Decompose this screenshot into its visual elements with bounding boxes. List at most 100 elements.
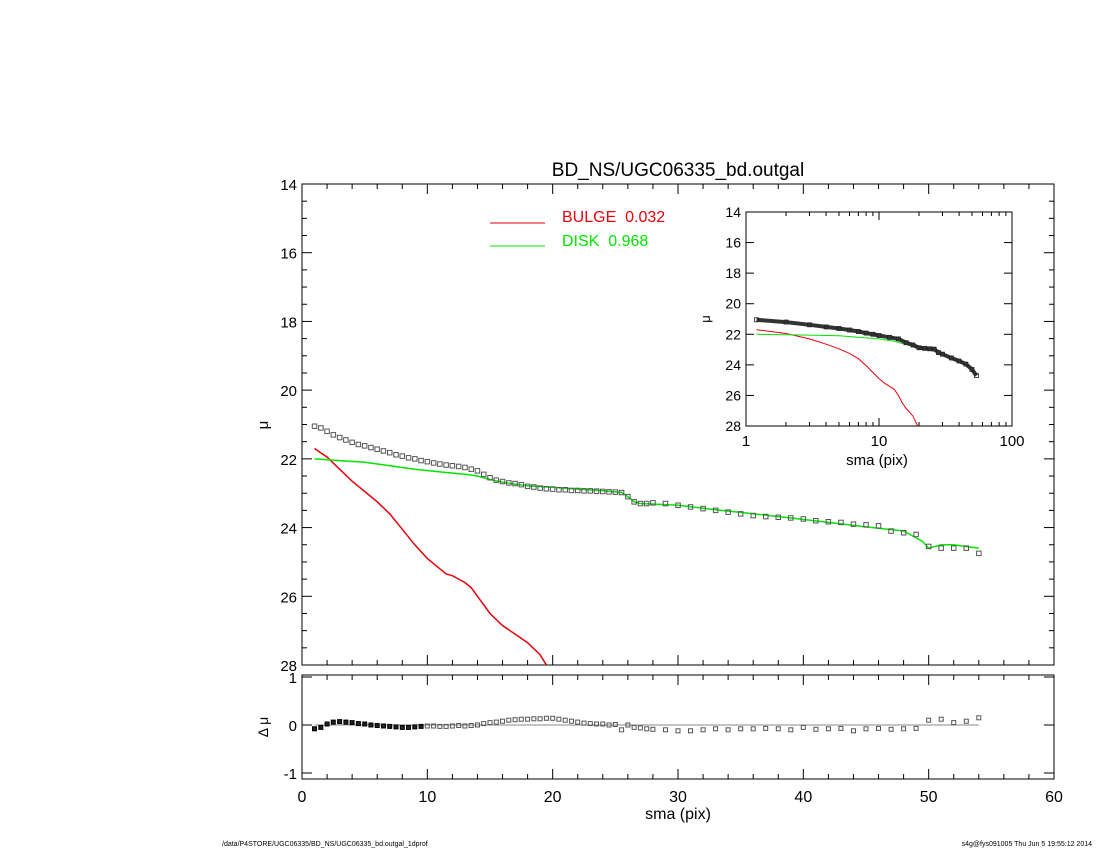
inset-data-point bbox=[922, 345, 927, 351]
main-data-point bbox=[437, 461, 443, 467]
residual-xlabel: sma (pix) bbox=[645, 806, 711, 823]
main-data-point bbox=[838, 519, 844, 526]
main-data-point bbox=[405, 455, 412, 461]
inset-xtick-label: 10 bbox=[871, 433, 888, 450]
residual-xtick-label: 40 bbox=[794, 789, 812, 806]
inset-ytick-label: 14 bbox=[725, 204, 741, 220]
main-ytick-label: 18 bbox=[280, 314, 297, 331]
residual-point bbox=[462, 723, 468, 729]
main-data-point bbox=[524, 483, 531, 490]
inset-data-point bbox=[807, 322, 812, 328]
main-data-point bbox=[336, 434, 343, 441]
main-data-point bbox=[549, 486, 556, 492]
residual-point bbox=[362, 721, 368, 727]
residual-point bbox=[637, 725, 643, 731]
residual-point bbox=[368, 722, 374, 728]
residual-point bbox=[431, 723, 437, 729]
inset-data-point bbox=[916, 345, 922, 351]
inset-data-point bbox=[896, 336, 901, 342]
inset-plot-panel: 14 16 18 20 22 24 26 281 10 100 μ sma (pix) bbox=[698, 204, 1025, 469]
main-data-point bbox=[349, 439, 355, 446]
main-data-point bbox=[875, 523, 882, 529]
residual-point bbox=[562, 717, 568, 723]
main-data-point bbox=[625, 493, 631, 500]
residual-xtick-label: 30 bbox=[669, 789, 687, 806]
inset-ytick-label: 26 bbox=[725, 387, 741, 403]
residual-xtick-label: 20 bbox=[544, 789, 562, 806]
residual-point bbox=[876, 725, 881, 731]
residual-point bbox=[550, 715, 556, 721]
main-data-point bbox=[455, 463, 462, 470]
main-data-point bbox=[393, 452, 399, 458]
residual-point bbox=[537, 716, 543, 722]
main-data-point bbox=[976, 550, 982, 557]
legend-bulge-label: BULGE 0.032 bbox=[562, 209, 665, 226]
main-ytick-label: 16 bbox=[280, 246, 297, 263]
residual-point bbox=[763, 725, 769, 731]
residual-point bbox=[625, 722, 631, 728]
inset-data-point bbox=[855, 329, 861, 334]
main-data-point bbox=[499, 478, 506, 485]
residual-point bbox=[594, 721, 599, 727]
residual-point bbox=[725, 727, 731, 733]
main-ytick-label: 14 bbox=[280, 177, 297, 194]
main-data-point bbox=[612, 489, 619, 495]
residual-point bbox=[775, 726, 781, 732]
residual-point bbox=[349, 720, 355, 726]
main-data-point bbox=[825, 519, 832, 525]
main-data-point bbox=[487, 475, 493, 481]
residual-point bbox=[343, 719, 349, 725]
residual-point bbox=[437, 723, 443, 729]
residual-point bbox=[475, 722, 480, 728]
inset-data-point bbox=[903, 340, 909, 346]
inset-ytick-label: 16 bbox=[725, 235, 741, 251]
residual-point bbox=[644, 726, 650, 732]
residual-point bbox=[963, 718, 969, 724]
residual-point bbox=[800, 724, 806, 730]
main-data-point bbox=[418, 457, 424, 464]
residual-point bbox=[606, 722, 612, 728]
residual-point bbox=[688, 728, 693, 734]
main-data-point bbox=[606, 489, 612, 495]
main-data-point bbox=[800, 516, 807, 522]
residual-point bbox=[851, 728, 856, 734]
main-data-point bbox=[568, 487, 575, 494]
residual-point bbox=[468, 723, 474, 728]
residual-point bbox=[412, 724, 418, 730]
residual-point bbox=[675, 728, 681, 734]
legend-disk-label: DISK 0.968 bbox=[562, 233, 648, 250]
residual-point bbox=[443, 723, 449, 729]
main-bulge-line bbox=[314, 447, 548, 666]
residual-point bbox=[481, 721, 487, 727]
main-ytick-label: 24 bbox=[280, 521, 297, 538]
main-data-point bbox=[700, 505, 706, 512]
residual-point bbox=[500, 718, 505, 724]
residual-point bbox=[531, 716, 537, 722]
residual-point bbox=[512, 717, 518, 723]
main-data-point bbox=[763, 513, 769, 520]
residual-point bbox=[813, 726, 819, 732]
footer-timestamp: s4g@fys091005 Thu Jun 5 19:55:12 2014 bbox=[961, 841, 1092, 848]
main-data-point bbox=[380, 448, 387, 454]
residual-point bbox=[619, 727, 625, 733]
main-data-point bbox=[913, 531, 919, 538]
main-data-point bbox=[493, 477, 499, 483]
inset-data-point bbox=[927, 346, 932, 352]
main-data-point bbox=[675, 502, 681, 508]
footer-file-path: /data/P4STORE/UGC06335/BD_NS/UGC06335_bd… bbox=[222, 841, 428, 848]
main-data-point bbox=[712, 507, 719, 514]
residual-point bbox=[381, 723, 386, 729]
main-data-point bbox=[662, 500, 669, 507]
inset-data-point bbox=[956, 358, 962, 364]
residual-point bbox=[825, 726, 831, 732]
residual-point bbox=[587, 721, 593, 727]
residual-ytick-label: 0 bbox=[289, 718, 297, 735]
inset-data-point bbox=[876, 333, 882, 338]
main-ytick-label: 28 bbox=[280, 658, 297, 675]
inset-plot-frame bbox=[745, 211, 1013, 427]
residual-point bbox=[863, 726, 869, 732]
main-data-point bbox=[737, 511, 744, 517]
main-data-point bbox=[430, 460, 437, 466]
chart-title: BD_NS/UGC06335_bd.outgal bbox=[552, 160, 804, 181]
